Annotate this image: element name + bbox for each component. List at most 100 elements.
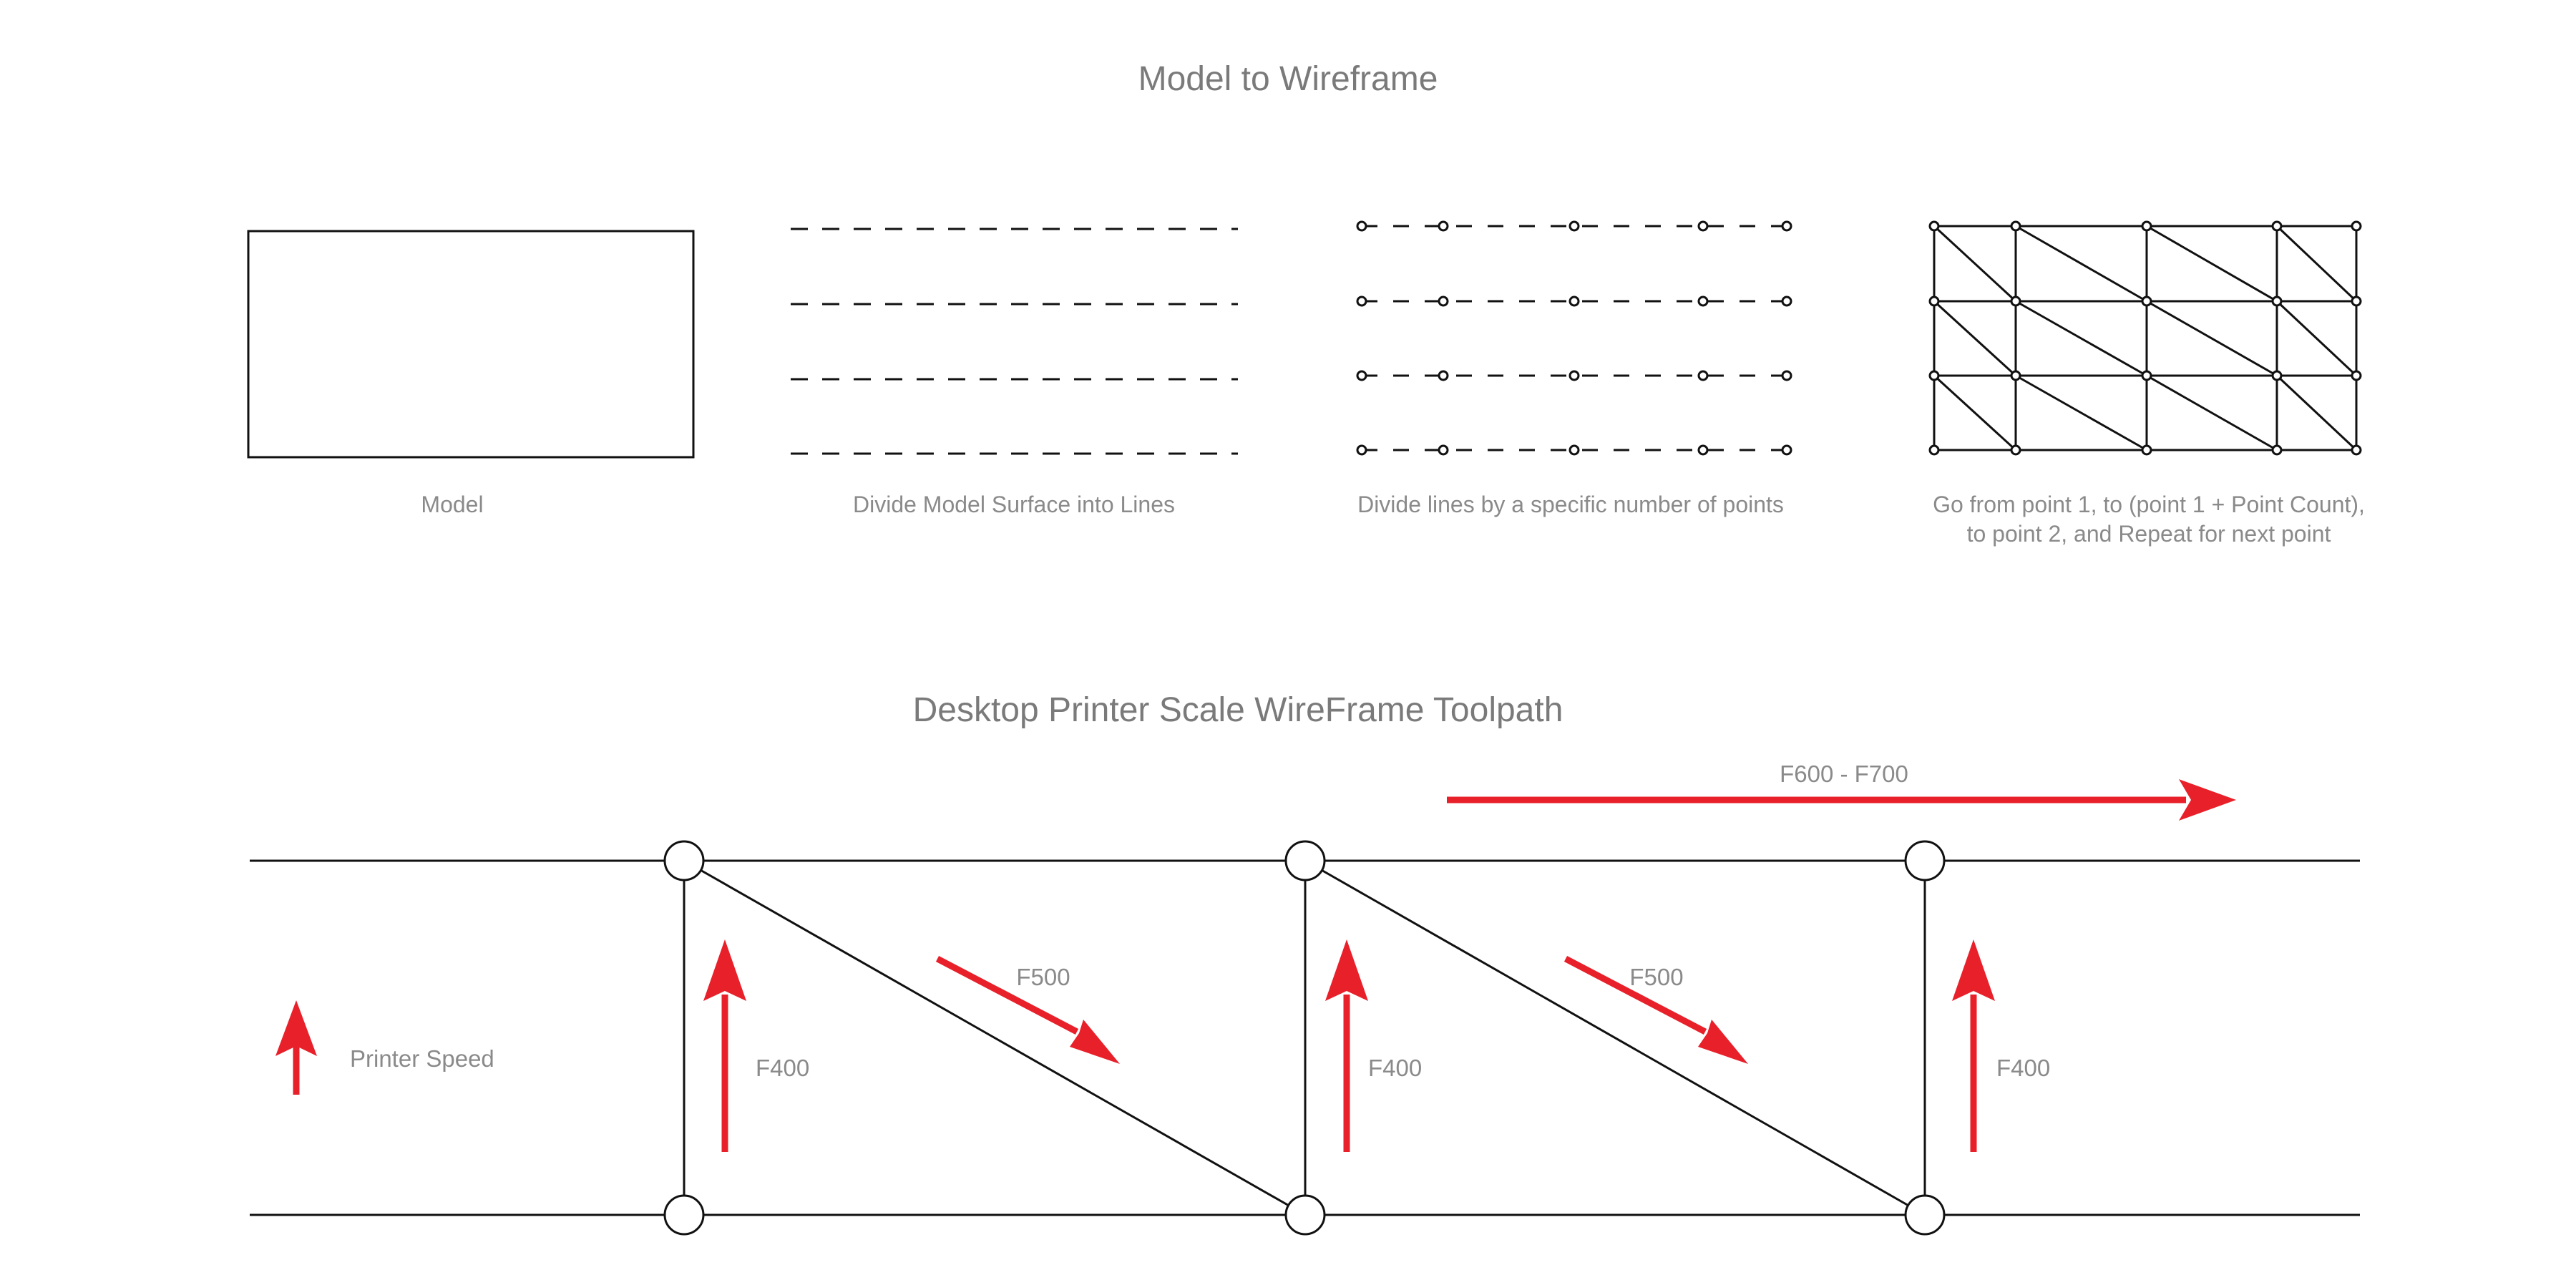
line-point-4-3 [1568, 444, 1580, 456]
panel-mesh-caption-line-2: to point 2, and Repeat for next point [1967, 521, 2331, 547]
line-point-1-4 [1697, 220, 1709, 232]
line-point-2-4 [1697, 295, 1709, 307]
panel-points-caption: Divide lines by a specific number of poi… [1357, 492, 1784, 517]
line-point-3-3 [1568, 370, 1580, 381]
vertical-speed-label-2: F400 [1368, 1055, 1422, 1081]
vertical-speed-label-1: F400 [756, 1055, 809, 1081]
section2-title: Desktop Printer Scale WireFrame Toolpath [913, 691, 1563, 729]
mesh-point-1-4 [2271, 220, 2283, 232]
mesh-point-2-4 [2271, 295, 2283, 307]
diagonal-speed-arrow-1: F500 [935, 956, 1120, 1064]
panel-lines-caption: Divide Model Surface into Lines [853, 492, 1175, 517]
mesh-point-3-1 [1928, 370, 1940, 381]
panel-points: Divide lines by a specific number of poi… [1356, 220, 1792, 517]
mesh-points [1928, 220, 2362, 456]
mesh-diagonal-1-1 [1933, 225, 2017, 303]
vertical-speed-arrow-2: F400 [1325, 939, 1422, 1152]
diagonal-speed-arrow-2: F500 [1563, 956, 1748, 1064]
panel-lines: Divide Model Surface into Lines [791, 228, 1238, 517]
line-point-1-2 [1438, 220, 1449, 232]
mesh-diagonal-3-1 [1933, 374, 2017, 451]
node-bottom-3 [1904, 1194, 1946, 1236]
panel-model-caption: Model [421, 492, 483, 517]
mesh-diagonal-2-2 [2015, 300, 2147, 377]
top-speed-label: F600 - F700 [1780, 761, 1908, 787]
line-point-2-5 [1781, 295, 1792, 307]
mesh-diagonal-1-2 [2015, 225, 2147, 303]
vertical-speed-label-3: F400 [1996, 1055, 2050, 1081]
line-point-2-3 [1568, 295, 1580, 307]
node-top-1 [663, 840, 705, 881]
node-top-2 [1284, 840, 1326, 881]
mesh-diagonal-3-3 [2146, 374, 2278, 451]
diagonal-speed-label-2: F500 [1629, 964, 1683, 990]
vertical-arrow-1-head [703, 939, 746, 1001]
toolpath-structure [683, 859, 1926, 1216]
diagonal-arrow-2-shaft [1563, 956, 1707, 1035]
mesh-point-4-5 [2351, 444, 2362, 456]
legend-arrow-head [275, 1000, 317, 1056]
line-point-2-1 [1356, 295, 1367, 307]
mesh-point-2-5 [2351, 295, 2362, 307]
vertical-speed-arrow-1: F400 [703, 939, 809, 1152]
line-point-4-4 [1697, 444, 1709, 456]
diagonal-member-2 [1304, 859, 1926, 1216]
mesh-point-4-2 [2010, 444, 2021, 456]
line-point-3-1 [1356, 370, 1367, 381]
line-point-3-2 [1438, 370, 1449, 381]
panel-mesh-caption-line-1: Go from point 1, to (point 1 + Point Cou… [1933, 492, 2365, 517]
mesh-point-1-1 [1928, 220, 1940, 232]
mesh-point-3-3 [2141, 370, 2152, 381]
vertical-arrow-3-head [1952, 939, 1995, 1001]
mesh-point-1-5 [2351, 220, 2362, 232]
model-rectangle [247, 230, 695, 459]
line-point-1-5 [1781, 220, 1792, 232]
node-top-3 [1904, 840, 1946, 881]
mesh-diagonal-1-3 [2146, 225, 2278, 303]
line-point-2-2 [1438, 295, 1449, 307]
diagonal-arrow-1-shaft [935, 956, 1079, 1035]
top-speed-arrow-head [2179, 779, 2236, 821]
mesh-point-1-3 [2141, 220, 2152, 232]
diagonal-arrow-1-head [1070, 1020, 1120, 1064]
panel-points-markers [1356, 220, 1792, 456]
mesh-diagonal-3-4 [2275, 374, 2358, 451]
vertical-arrow-2-head [1325, 939, 1368, 1001]
line-point-4-1 [1356, 444, 1367, 456]
top-speed-arrow: F600 - F700 [1447, 761, 2236, 821]
diagonal-arrow-2-head [1698, 1020, 1748, 1064]
mesh-point-2-1 [1928, 295, 1940, 307]
mesh-point-3-2 [2010, 370, 2021, 381]
line-point-3-5 [1781, 370, 1792, 381]
line-point-4-5 [1781, 444, 1792, 456]
mesh-diagonal-2-3 [2146, 300, 2278, 377]
toolpath-nodes [663, 840, 1946, 1236]
mesh-point-3-4 [2271, 370, 2283, 381]
panel-model: Model [247, 230, 695, 517]
panel-mesh: Go from point 1, to (point 1 + Point Cou… [1928, 220, 2365, 547]
node-bottom-1 [663, 1194, 705, 1236]
vertical-speed-arrow-3: F400 [1952, 939, 2050, 1152]
mesh-point-4-3 [2141, 444, 2152, 456]
legend-label: Printer Speed [350, 1045, 494, 1072]
node-bottom-2 [1284, 1194, 1326, 1236]
mesh-point-3-5 [2351, 370, 2362, 381]
line-point-1-1 [1356, 220, 1367, 232]
line-point-4-2 [1438, 444, 1449, 456]
line-point-3-4 [1697, 370, 1709, 381]
mesh-diagonal-2-4 [2275, 300, 2358, 377]
mesh-point-1-2 [2010, 220, 2021, 232]
mesh-diagonal-1-4 [2275, 225, 2358, 303]
diagonal-speed-label-1: F500 [1016, 964, 1070, 990]
mesh-point-4-1 [1928, 444, 1940, 456]
mesh-diagonal-2-1 [1933, 300, 2017, 377]
legend: Printer Speed [275, 1000, 494, 1095]
mesh-diagonal-3-2 [2015, 374, 2147, 451]
mesh-point-4-4 [2271, 444, 2283, 456]
section1-title: Model to Wireframe [1138, 60, 1438, 98]
diagonal-member-1 [683, 859, 1306, 1216]
line-point-1-3 [1568, 220, 1580, 232]
mesh-point-2-2 [2010, 295, 2021, 307]
mesh-lines [1933, 225, 2358, 451]
